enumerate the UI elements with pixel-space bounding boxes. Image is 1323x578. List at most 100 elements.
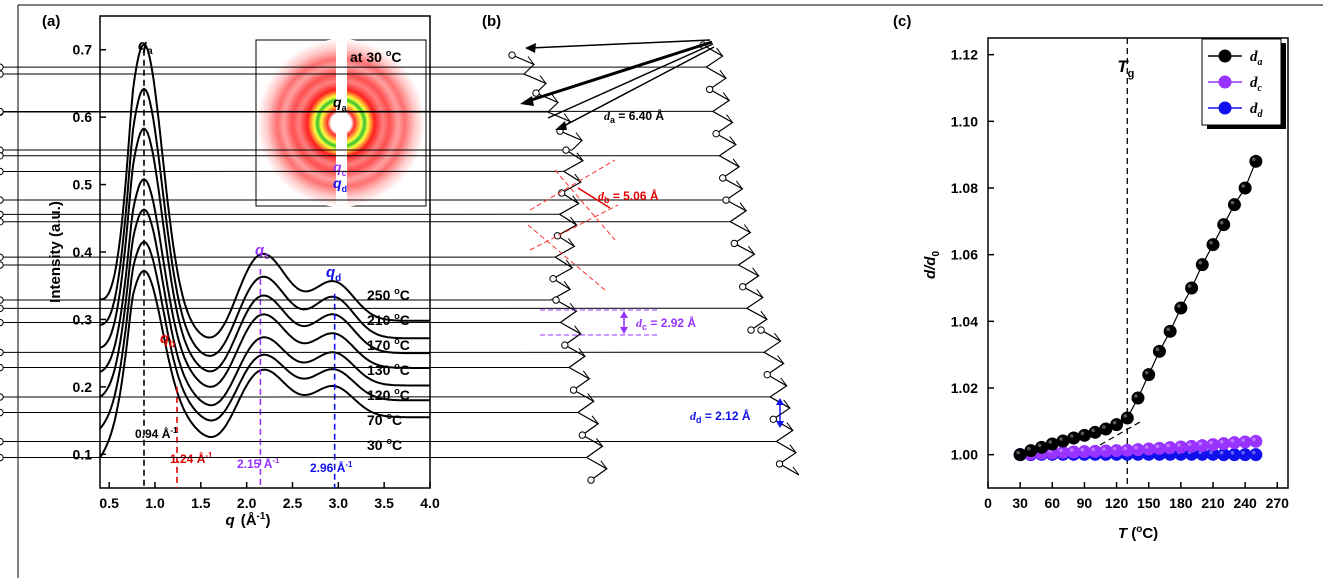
- spectrum-curve: [99, 208, 430, 407]
- data-point-highlight: [1027, 446, 1031, 451]
- methyl-branch: [719, 69, 727, 79]
- legend-label: da: [1250, 49, 1263, 68]
- data-point-highlight: [1219, 220, 1224, 225]
- temperature-series-label: 170 oC: [367, 336, 410, 353]
- methyl-branch: [582, 370, 590, 380]
- temperature-series-label: 120 oC: [367, 386, 410, 403]
- data-point: [1045, 437, 1059, 451]
- x-tick-label: 0: [984, 495, 992, 511]
- ester-oxygen: [719, 174, 727, 182]
- backbone: [555, 299, 608, 481]
- data-point: [1056, 434, 1070, 448]
- data-point: [1142, 368, 1156, 382]
- data-point-highlight: [1091, 428, 1095, 433]
- data-point-highlight: [1209, 450, 1213, 455]
- ester-oxygen: [747, 326, 755, 334]
- data-point: [1227, 448, 1241, 462]
- data-point-highlight: [1102, 447, 1106, 451]
- data-point: [1152, 344, 1166, 358]
- ester-oxygen: [0, 146, 4, 154]
- dc-label: dc = 2.92 Å: [636, 315, 696, 332]
- y-tick-label: 1.06: [951, 247, 978, 263]
- y-tick-label: 0.5: [73, 177, 93, 193]
- data-point: [1195, 439, 1209, 453]
- spectrum-curve: [99, 127, 430, 373]
- methyl-branch: [743, 224, 751, 233]
- ester-oxygen: [769, 415, 778, 423]
- peak-position-label: 0.94 Å-1: [135, 426, 178, 441]
- data-point: [1217, 218, 1231, 232]
- data-point: [1013, 448, 1027, 462]
- data-point-highlight: [1134, 394, 1138, 398]
- data-point: [1142, 442, 1156, 456]
- y-tick-label: 1.08: [951, 180, 978, 196]
- da-arrow-4: [559, 46, 715, 129]
- panel-c-axes-frame: [987, 37, 1289, 489]
- methyl-branch: [600, 460, 608, 470]
- peak-position-label: 2.15 Å-1: [237, 456, 280, 471]
- data-point-highlight: [1177, 443, 1181, 447]
- methyl-branch: [729, 136, 737, 145]
- data-point: [1217, 448, 1231, 462]
- panel-c-label: (c): [893, 13, 911, 30]
- temperature-series-label: 130 oC: [367, 361, 410, 378]
- y-tick-label: 0.2: [73, 379, 93, 395]
- methyl-branch: [760, 310, 768, 320]
- data-point: [1249, 448, 1263, 462]
- data-point-highlight: [1037, 443, 1042, 448]
- data-point: [1131, 391, 1145, 405]
- methyl-branch: [527, 56, 535, 65]
- inset-qa-label: qa: [333, 94, 348, 113]
- qa-label: qa: [138, 37, 153, 57]
- data-point: [1174, 301, 1188, 315]
- inset-qd-label: qd: [333, 175, 347, 194]
- x-tick-label: 240: [1233, 495, 1257, 511]
- data-point-highlight: [1177, 304, 1181, 308]
- data-point: [1099, 422, 1113, 436]
- data-point: [1131, 443, 1145, 457]
- data-point-highlight: [1155, 347, 1160, 352]
- data-point: [1195, 258, 1209, 272]
- ester-oxygen: [0, 453, 4, 462]
- data-point-highlight: [1155, 444, 1160, 449]
- data-point: [1035, 440, 1049, 454]
- data-point: [1217, 437, 1231, 451]
- data-point-highlight: [1209, 240, 1213, 245]
- methyl-branch: [726, 114, 733, 123]
- data-point: [1110, 444, 1124, 458]
- ester-oxygen: [549, 274, 557, 283]
- qd-label: qd: [326, 264, 341, 284]
- ester-oxygen: [0, 318, 4, 327]
- methyl-branch: [780, 377, 788, 387]
- saxs-inset: at 30 oC qa qc qd: [255, 39, 427, 207]
- ester-oxygen: [722, 196, 730, 204]
- ester-oxygen: [0, 253, 4, 261]
- da-arrowhead-1: [525, 43, 536, 53]
- x-tick-label: 3.0: [329, 495, 349, 511]
- y-tick-label: 1.12: [951, 47, 978, 63]
- data-point-highlight: [1059, 437, 1063, 441]
- db-guide-4: [527, 224, 606, 291]
- data-point: [1185, 439, 1199, 453]
- legend-label: dd: [1250, 101, 1264, 120]
- panel-a-label: (a): [42, 13, 60, 30]
- data-point-highlight: [1080, 431, 1085, 436]
- methyl-branch: [570, 216, 577, 226]
- da-arrow-3: [547, 43, 714, 119]
- series-line: [1019, 161, 1257, 456]
- methyl-branch: [565, 259, 573, 269]
- data-point-highlight: [1144, 445, 1149, 449]
- y-tick-label: 0.7: [73, 42, 93, 58]
- panel-a-series-labels: 250 oC 210 oC 170 oC 130 oC 120 oC 70 oC 30 oC: [367, 286, 410, 453]
- legend-marker: [1218, 101, 1232, 115]
- data-point: [1227, 198, 1241, 212]
- ester-oxygen: [0, 70, 4, 78]
- tg-label: Tg: [1117, 57, 1134, 80]
- panel-c: (c) 0 30 60 90 120 150 180 210 240 270 1.00 1.02 1.0…: [893, 13, 1289, 542]
- data-point: [1163, 441, 1177, 455]
- ester-oxygen: [0, 363, 4, 372]
- legend-items: da dc dd: [1208, 49, 1264, 120]
- methyl-branch: [732, 158, 740, 168]
- data-point: [1238, 448, 1252, 462]
- x-tick-label: 120: [1105, 495, 1129, 511]
